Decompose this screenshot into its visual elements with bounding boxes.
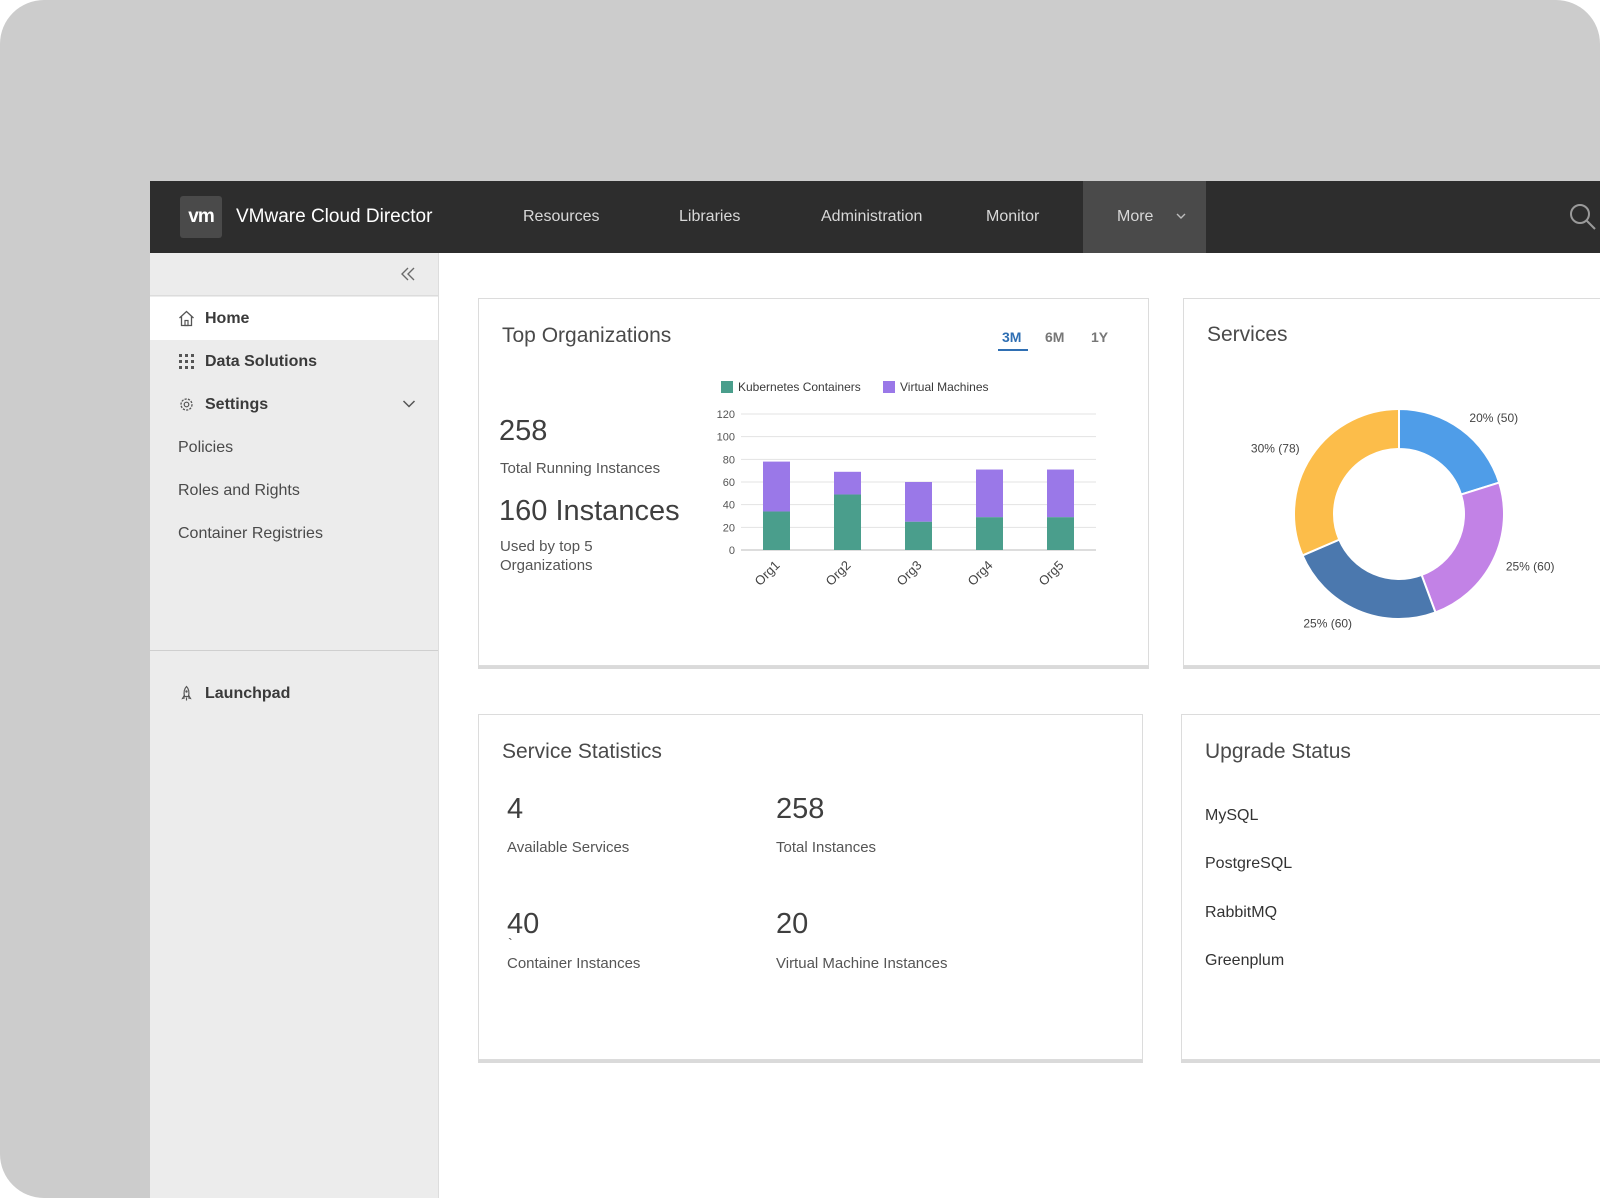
bar-kubernetes — [905, 521, 932, 550]
chevron-down-icon — [1176, 213, 1186, 219]
grid-icon — [179, 354, 194, 369]
donut-slice — [1301, 538, 1437, 620]
sidebar-item-home[interactable]: Home — [150, 297, 438, 340]
top-nav-bar: vm VMware Cloud Director Resources Libra… — [150, 181, 1600, 253]
donut-slice-label: 25% (60) — [1506, 559, 1555, 573]
nav-more-label: More — [1117, 208, 1154, 225]
sidebar-item-label: Home — [205, 310, 250, 327]
y-tick-label: 120 — [717, 409, 735, 421]
vmware-logo[interactable]: vm — [180, 196, 222, 238]
range-tab-1y[interactable]: 1Y — [1091, 329, 1109, 345]
sidebar-item-label: Launchpad — [205, 685, 291, 702]
sidebar-item-launchpad[interactable]: Launchpad — [150, 672, 438, 715]
total-running-value: 258 — [499, 415, 548, 447]
used-instances-value: 160 Instances — [499, 495, 680, 527]
x-tick-label: Org5 — [1036, 558, 1067, 589]
sidebar-item-settings[interactable]: Settings — [150, 383, 438, 426]
sidebar-item-container-registries[interactable]: Container Registries — [178, 525, 323, 542]
nav-more-menu[interactable]: More — [1083, 181, 1206, 253]
y-tick-label: 20 — [723, 522, 735, 534]
sidebar-item-data-solutions[interactable]: Data Solutions — [150, 340, 438, 383]
x-tick-label: Org2 — [823, 558, 854, 589]
bar-kubernetes — [1047, 517, 1074, 550]
y-tick-label: 80 — [723, 454, 735, 466]
sidebar-item-policies[interactable]: Policies — [178, 439, 234, 456]
upgrade-status-card: Upgrade Status MySQL PostgreSQL RabbitMQ… — [1181, 714, 1600, 1060]
bar-kubernetes — [976, 517, 1003, 550]
upgrade-item-rabbitmq[interactable]: RabbitMQ — [1205, 904, 1278, 921]
bar-virtual-machines — [834, 471, 861, 495]
upgrade-item-mysql[interactable]: MySQL — [1205, 807, 1259, 824]
legend-swatch-virtual-machines — [883, 381, 895, 393]
sidebar-item-roles-and-rights[interactable]: Roles and Rights — [178, 482, 300, 499]
upgrade-item-postgresql[interactable]: PostgreSQL — [1205, 855, 1293, 872]
stat-total-instances-value: 258 — [776, 793, 825, 825]
bar-kubernetes — [834, 494, 861, 550]
home-icon — [179, 310, 194, 327]
search-icon[interactable] — [1568, 202, 1598, 232]
x-tick-label: Org1 — [752, 558, 783, 589]
donut-slice — [1420, 481, 1505, 614]
stat-container-instances-value: 40 — [507, 908, 540, 940]
services-donut-chart: 20% (50) 25% (60) 25% (60) 30% (78) — [1251, 407, 1555, 630]
card-title: Upgrade Status — [1205, 740, 1351, 763]
y-tick-label: 100 — [717, 432, 735, 444]
nav-administration[interactable]: Administration — [821, 208, 923, 225]
stat-vm-instances-value: 20 — [776, 908, 809, 940]
legend-label-virtual-machines: Virtual Machines — [900, 380, 989, 394]
gear-icon — [180, 398, 193, 411]
stat-available-services-value: 4 — [507, 793, 524, 825]
stat-vm-instances-label: Virtual Machine Instances — [776, 955, 948, 972]
sidebar-item-label: Data Solutions — [205, 353, 318, 370]
rocket-icon — [181, 685, 192, 701]
x-tick-label: Org4 — [965, 558, 996, 589]
bar-virtual-machines — [763, 461, 790, 512]
nav-libraries[interactable]: Libraries — [679, 208, 741, 225]
legend-swatch-kubernetes — [721, 381, 733, 393]
stat-container-instances-label: Container Instances — [507, 955, 641, 972]
x-tick-label: Org3 — [894, 558, 925, 589]
double-chevron-left-icon[interactable] — [400, 266, 416, 282]
nav-monitor[interactable]: Monitor — [986, 208, 1040, 225]
chevron-down-icon — [402, 400, 416, 408]
services-card: Services 20% (50) 25% (60) 25% (60) 30% (78… — [1183, 298, 1600, 666]
sidebar-item-label: Settings — [205, 396, 269, 413]
upgrade-item-greenplum[interactable]: Greenplum — [1205, 952, 1285, 969]
range-tab-6m[interactable]: 6M — [1045, 329, 1065, 345]
y-tick-label: 60 — [723, 477, 735, 489]
sidebar: Home Data Solutions Settings Policie — [150, 253, 439, 1198]
service-statistics-card: Service Statistics 4 Available Services … — [478, 714, 1143, 1060]
bar-virtual-machines — [1047, 469, 1074, 518]
sidebar-collapse-row — [150, 253, 438, 296]
donut-slice-label: 30% (78) — [1251, 442, 1300, 456]
bar-virtual-machines — [905, 482, 932, 522]
used-instances-label: Used by top 5 Organizations — [500, 538, 593, 574]
card-title: Services — [1207, 323, 1288, 346]
bar-kubernetes — [763, 511, 790, 550]
card-title: Service Statistics — [502, 740, 662, 763]
app-title: VMware Cloud Director — [236, 206, 433, 227]
bar-virtual-machines — [976, 469, 1003, 518]
stacked-bar-chart: 0 20 40 60 80 100 120 Org1 Org2 Org3 Org4 Org5 — [717, 409, 1096, 589]
y-tick-label: 40 — [723, 500, 735, 512]
stat-total-instances-label: Total Instances — [776, 839, 877, 856]
top-organizations-card: Top Organizations 3M 6M 1Y 258 Total Run… — [478, 298, 1149, 666]
card-title: Top Organizations — [502, 324, 672, 347]
stray-mark: ` — [508, 935, 513, 951]
donut-slice-label: 20% (50) — [1469, 411, 1518, 425]
range-tab-indicator — [998, 349, 1028, 351]
donut-slice — [1293, 407, 1400, 557]
nav-resources[interactable]: Resources — [523, 208, 600, 225]
y-tick-label: 0 — [729, 545, 735, 557]
donut-slice-label: 25% (60) — [1303, 616, 1352, 630]
legend-label-kubernetes: Kubernetes Containers — [738, 380, 861, 394]
app-window: vm VMware Cloud Director Resources Libra… — [150, 181, 1600, 1198]
stat-available-services-label: Available Services — [507, 839, 630, 856]
sidebar-divider — [150, 650, 438, 651]
total-running-label: Total Running Instances — [500, 460, 661, 477]
range-tab-3m[interactable]: 3M — [1002, 329, 1022, 345]
